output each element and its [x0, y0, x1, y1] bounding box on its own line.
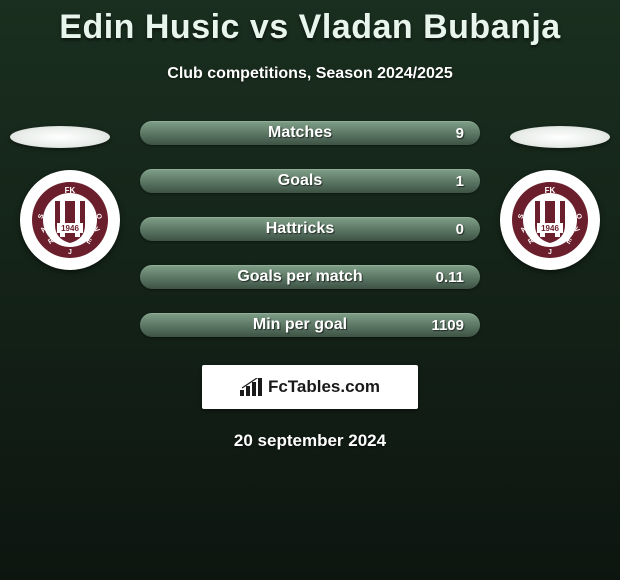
stat-row: Hattricks 0 — [140, 217, 480, 241]
stat-right-value: 0.11 — [414, 269, 464, 286]
svg-text:J: J — [68, 249, 72, 256]
svg-text:FK: FK — [65, 186, 76, 195]
svg-text:1946: 1946 — [541, 224, 559, 233]
svg-text:J: J — [548, 249, 552, 256]
bar-chart-icon — [240, 378, 262, 396]
stat-label: Min per goal — [186, 316, 414, 334]
svg-text:1946: 1946 — [61, 224, 79, 233]
brand-card[interactable]: FcTables.com — [202, 365, 418, 409]
stat-label: Goals per match — [186, 268, 414, 286]
club-crest-icon: 1946 FK S A R J E V O — [31, 181, 109, 259]
left-club-badge: 1946 FK S A R J E V O — [20, 170, 120, 270]
stat-label: Matches — [186, 124, 414, 142]
stat-label: Hattricks — [186, 220, 414, 238]
subtitle: Club competitions, Season 2024/2025 — [0, 65, 620, 83]
stat-row: Goals per match 0.11 — [140, 265, 480, 289]
club-crest-icon: 1946 FK S A R J E V O — [511, 181, 589, 259]
stat-row: Min per goal 1109 — [140, 313, 480, 337]
right-club-badge: 1946 FK S A R J E V O — [500, 170, 600, 270]
stat-right-value: 1109 — [414, 317, 464, 334]
date-text: 20 september 2024 — [0, 431, 620, 451]
left-ellipse — [10, 126, 110, 148]
stat-label: Goals — [186, 172, 414, 190]
stat-row: Matches 9 — [140, 121, 480, 145]
stat-row: Goals 1 — [140, 169, 480, 193]
svg-text:FK: FK — [545, 186, 556, 195]
stat-right-value: 9 — [414, 125, 464, 142]
brand-text: FcTables.com — [268, 377, 380, 397]
stat-right-value: 0 — [414, 221, 464, 238]
right-ellipse — [510, 126, 610, 148]
page-title: Edin Husic vs Vladan Bubanja — [0, 0, 620, 47]
stat-right-value: 1 — [414, 173, 464, 190]
